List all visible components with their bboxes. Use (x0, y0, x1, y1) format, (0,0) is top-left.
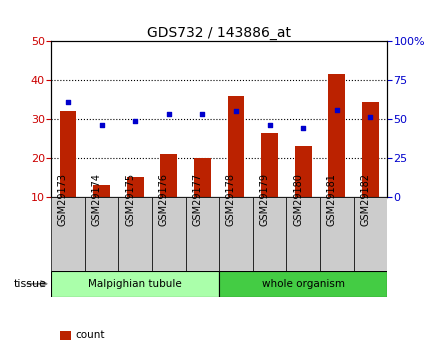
Bar (127, 177, 144, 197)
Text: GDS732 / 143886_at: GDS732 / 143886_at (147, 26, 291, 40)
Text: tissue: tissue (14, 279, 47, 289)
Bar (227, 96, 244, 197)
Point (367, 115, 374, 120)
Point (232, 108, 239, 114)
Point (165, 112, 172, 117)
Bar (295, 146, 312, 197)
Text: Malpighian tubule: Malpighian tubule (88, 279, 182, 289)
Text: GSM29182: GSM29182 (360, 173, 370, 226)
Bar (118, 197, 152, 271)
Bar (219, 271, 387, 297)
Point (333, 107, 340, 112)
Point (132, 118, 139, 123)
Text: GSM29180: GSM29180 (293, 173, 303, 226)
Point (98, 122, 105, 128)
Bar (186, 197, 219, 271)
Bar (160, 154, 177, 197)
Text: GSM29179: GSM29179 (259, 173, 270, 226)
Text: GSM29173: GSM29173 (58, 173, 68, 226)
Bar (328, 75, 345, 197)
Bar (51, 197, 85, 271)
Text: count: count (76, 331, 105, 340)
Bar (353, 197, 387, 271)
Text: GSM29175: GSM29175 (125, 173, 135, 226)
Bar (194, 158, 211, 197)
Text: GSM29177: GSM29177 (192, 173, 202, 226)
Bar (261, 132, 278, 197)
Point (199, 112, 206, 117)
Bar (51, 271, 219, 297)
Bar (362, 101, 379, 197)
Point (299, 126, 307, 131)
Bar (253, 197, 287, 271)
Bar (93, 185, 110, 197)
Bar (152, 197, 186, 271)
Bar (219, 197, 253, 271)
Point (65, 99, 72, 105)
Text: GSM29174: GSM29174 (92, 173, 101, 226)
Text: whole organism: whole organism (262, 279, 345, 289)
Bar (320, 197, 354, 271)
Text: GSM29176: GSM29176 (159, 173, 169, 226)
Bar (85, 197, 118, 271)
Text: GSM29181: GSM29181 (327, 173, 337, 226)
Point (266, 122, 273, 128)
Bar (287, 197, 320, 271)
Text: GSM29178: GSM29178 (226, 173, 236, 226)
Bar (60, 111, 77, 197)
